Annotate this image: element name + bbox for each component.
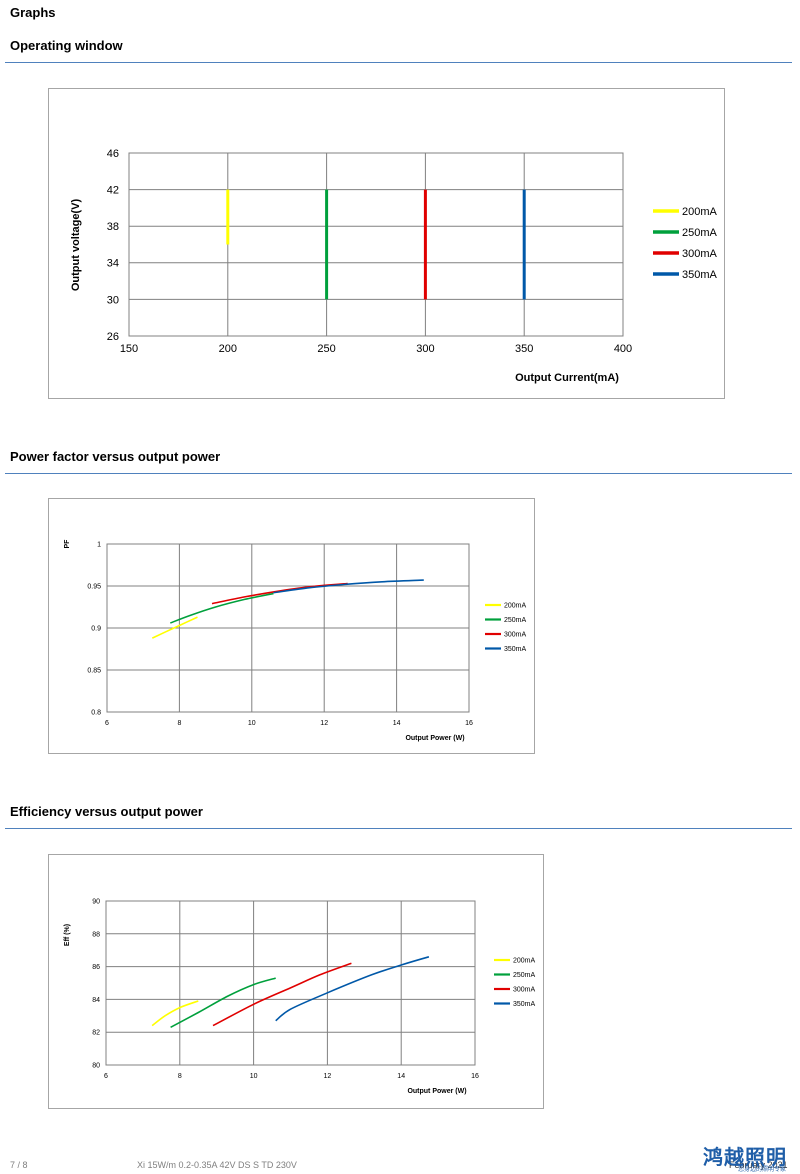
- legend-label-300mA: 300mA: [682, 248, 718, 260]
- power-factor-chart: 6 8 10 12 14 16 0.8 0.85 0.9 0.95 1 Output Power (W…: [64, 539, 527, 742]
- y-tick-label: 42: [107, 184, 119, 196]
- y-tick-label: 1: [97, 541, 101, 548]
- legend-label-200mA: 200mA: [513, 957, 536, 964]
- legend-label-250mA: 250mA: [504, 617, 527, 624]
- series-line-300mA: [212, 962, 352, 1027]
- y-tick-label: 0.85: [87, 667, 101, 674]
- section-divider: [5, 62, 792, 63]
- legend-label-350mA: 350mA: [513, 1001, 536, 1008]
- y-tick-label: 30: [107, 294, 119, 306]
- legend-label-200mA: 200mA: [682, 206, 718, 218]
- y-tick-label: 26: [107, 331, 119, 343]
- y-tick-label: 34: [107, 258, 119, 270]
- legend-label-350mA: 350mA: [682, 269, 718, 281]
- efficiency-chart-frame: 6 8 10 12 14 16 80 82 84 86 88 90 Output Power (W) Ef…: [48, 854, 544, 1109]
- x-tick-label: 12: [320, 720, 328, 727]
- series-line-200mA: [151, 1000, 199, 1027]
- section-divider: [5, 473, 792, 474]
- x-tick-label: 16: [471, 1073, 479, 1080]
- y-tick-label: 82: [92, 1030, 100, 1037]
- efficiency-chart: 6 8 10 12 14 16 80 82 84 86 88 90 Output Power (W) Ef…: [64, 898, 536, 1095]
- x-tick-label: 200: [219, 343, 237, 355]
- x-tick-label: 150: [120, 343, 138, 355]
- x-tick-label: 8: [177, 720, 181, 727]
- series-line-250mA: [170, 977, 276, 1029]
- series-line-350mA: [273, 579, 424, 594]
- x-tick-label: 400: [614, 343, 632, 355]
- y-tick-label: 0.95: [87, 583, 101, 590]
- x-tick-label: 300: [416, 343, 434, 355]
- y-tick-label: 80: [92, 1062, 100, 1069]
- x-tick-label: 10: [250, 1073, 258, 1080]
- legend-label-300mA: 300mA: [504, 631, 527, 638]
- y-tick-label: 0.9: [91, 625, 101, 632]
- document-name: Xi 15W/m 0.2-0.35A 42V DS S TD 230V: [137, 1160, 297, 1170]
- x-axis-label: Output Power (W): [405, 735, 464, 742]
- operating-window-chart-frame: 150 200 250 300 350 400 26 30 34 38 42 46 Output Cur…: [48, 88, 725, 399]
- x-tick-label: 14: [393, 720, 401, 727]
- x-tick-label: 6: [105, 720, 109, 727]
- legend-label-350mA: 350mA: [504, 646, 527, 653]
- y-tick-label: 38: [107, 221, 119, 233]
- y-axis-label: Output voltage(V): [70, 199, 82, 292]
- section-title-efficiency: Efficiency versus output power: [10, 804, 203, 819]
- x-tick-label: 16: [465, 720, 473, 727]
- y-axis-label: Eff (%): [64, 924, 71, 946]
- x-tick-label: 350: [515, 343, 533, 355]
- company-logo: 鸿越照明: [703, 1145, 787, 1169]
- y-tick-label: 0.8: [91, 709, 101, 716]
- legend-label-200mA: 200mA: [504, 602, 527, 609]
- page-number: 7 / 8: [10, 1160, 28, 1170]
- x-tick-label: 250: [317, 343, 335, 355]
- x-axis-label: Output Current(mA): [515, 372, 619, 384]
- plot-area: [128, 152, 624, 337]
- legend-label-300mA: 300mA: [513, 986, 536, 993]
- company-slogan: 您身边的照明专家: [738, 1166, 787, 1173]
- y-tick-label: 90: [92, 898, 100, 905]
- x-tick-label: 10: [248, 720, 256, 727]
- operating-window-chart: 150 200 250 300 350 400 26 30 34 38 42 46 Output Cur…: [70, 148, 718, 384]
- x-tick-label: 14: [397, 1073, 405, 1080]
- y-tick-label: 46: [107, 148, 119, 160]
- series-line-350mA: [275, 956, 430, 1022]
- legend-label-250mA: 250mA: [513, 972, 536, 979]
- series-line-250mA: [170, 592, 274, 624]
- x-tick-label: 6: [104, 1073, 108, 1080]
- x-axis-label: Output Power (W): [407, 1088, 466, 1095]
- x-tick-label: 8: [178, 1073, 182, 1080]
- y-tick-label: 88: [92, 931, 100, 938]
- section-title-power-factor: Power factor versus output power: [10, 449, 221, 464]
- y-tick-label: 86: [92, 964, 100, 971]
- section-divider: [5, 828, 792, 829]
- y-tick-label: 84: [92, 997, 100, 1004]
- page-heading: Graphs: [10, 5, 56, 20]
- legend-label-250mA: 250mA: [682, 227, 718, 239]
- section-title-operating-window: Operating window: [10, 38, 123, 53]
- x-tick-label: 12: [324, 1073, 332, 1080]
- power-factor-chart-frame: 6 8 10 12 14 16 0.8 0.85 0.9 0.95 1 Output Power (W…: [48, 498, 535, 754]
- series-line-200mA: [151, 616, 198, 639]
- footer-date: February 2021: [729, 1160, 788, 1170]
- plot-area: [105, 900, 476, 1066]
- y-axis-label: PF: [64, 539, 71, 549]
